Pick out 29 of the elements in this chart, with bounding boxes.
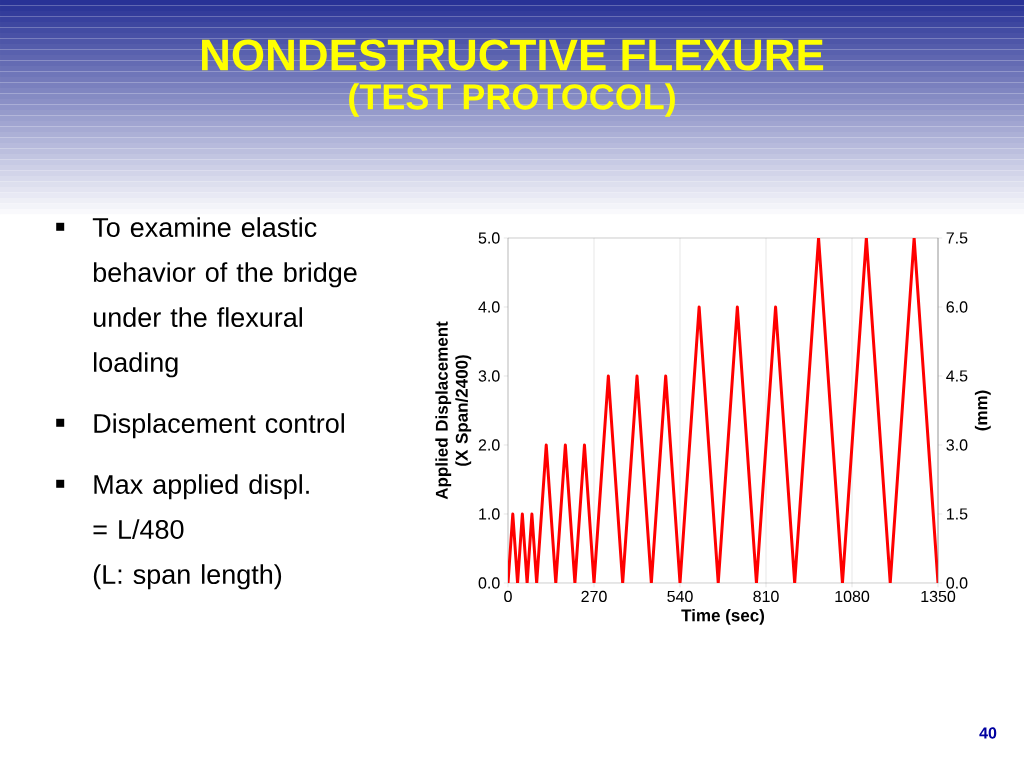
y-tick-label: 1.0 [479, 508, 500, 520]
x-tick-label: 270 [581, 590, 607, 603]
text: 40 [979, 727, 997, 739]
text: Displacement control [94, 413, 344, 439]
y-tick-label: 3.0 [478, 370, 500, 382]
y2-tick-label: 7.5 [946, 232, 968, 244]
chart-subtitle: (TEST PROTOCOL) [349, 83, 675, 117]
text: To examine elastic behavior of the bridge under the flexural loading [92, 217, 357, 378]
y-tick-label: 0.0 [478, 577, 500, 589]
x-tick-label: 1350 [921, 590, 956, 603]
y2-tick-label: 3.0 [946, 439, 968, 451]
chart-title: NONDESTRUCTIVE FLEXURE [202, 39, 824, 71]
y2-tick-label: 0.0 [946, 577, 968, 589]
x-tick-label: 1080 [835, 590, 870, 603]
x-tick-label: 540 [667, 590, 693, 603]
y2-tick-label: 1.5 [947, 508, 968, 520]
y-tick-label: 2.0 [478, 439, 500, 451]
x-tick-label: 810 [753, 590, 779, 603]
y-axis-title: Applied Displacement (X Span/2400) [435, 321, 472, 500]
x-axis-title: Time (sec) [681, 608, 765, 625]
y2-axis-title: (mm) [974, 390, 991, 431]
y-tick-label: 4.0 [478, 301, 500, 313]
y2-tick-label: 6.0 [946, 301, 968, 313]
y-tick-label: 5.0 [478, 232, 500, 244]
text: = L/480 [93, 519, 184, 540]
text: Max applied displ. [94, 474, 309, 500]
x-tick-label: 0 [504, 590, 512, 603]
text: (L: span length) [93, 564, 282, 590]
y2-tick-label: 4.5 [946, 370, 968, 382]
